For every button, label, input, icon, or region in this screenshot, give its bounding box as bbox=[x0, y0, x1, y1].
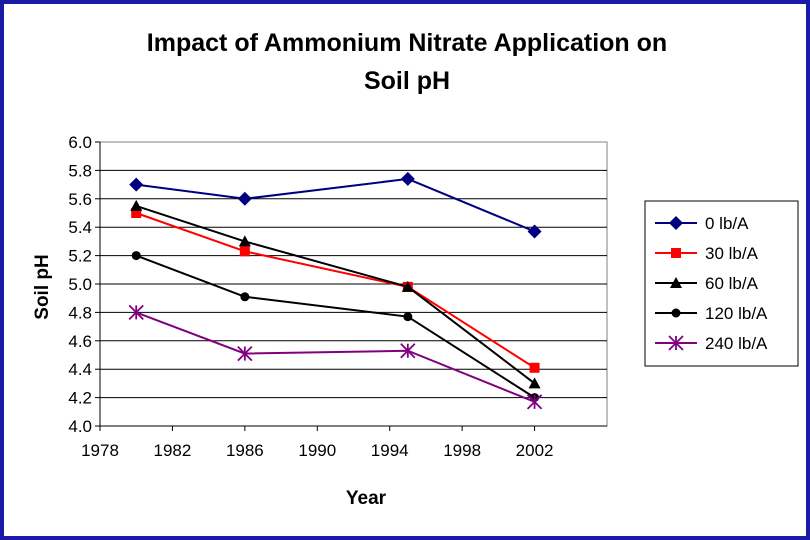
x-tick-label: 1982 bbox=[154, 441, 192, 460]
x-tick-label: 2002 bbox=[516, 441, 554, 460]
legend-label-30-lb-a: 30 lb/A bbox=[705, 244, 759, 263]
legend: 0 lb/A 30 lb/A 60 lb/A 120 lb/A 240 lb/A bbox=[644, 200, 799, 367]
y-tick-label: 6.0 bbox=[68, 133, 92, 152]
data-point-240-lb-a bbox=[400, 343, 416, 359]
x-tick-label: 1994 bbox=[371, 441, 409, 460]
series-line-240-lb-a bbox=[135, 311, 535, 403]
data-point-120-lb-a bbox=[403, 312, 413, 322]
series-line-120-lb-a bbox=[135, 254, 536, 399]
legend-marker-240-lb-a bbox=[668, 335, 684, 351]
legend-label-120-lb-a: 120 lb/A bbox=[705, 304, 768, 323]
series-line-0-lb-a bbox=[136, 177, 535, 233]
y-tick-label: 5.6 bbox=[68, 190, 92, 209]
x-tick-label: 1986 bbox=[226, 441, 264, 460]
data-point-60-lb-a bbox=[401, 280, 414, 292]
x-axis-label: Year bbox=[346, 488, 387, 509]
data-point-30-lb-a bbox=[131, 208, 142, 218]
chart-frame: Impact of Ammonium Nitrate Application o… bbox=[4, 4, 806, 536]
legend-label-240-lb-a: 240 lb/A bbox=[705, 334, 768, 353]
legend-label-0-lb-a: 0 lb/A bbox=[705, 214, 749, 233]
line-chart: Impact of Ammonium Nitrate Application o… bbox=[32, 29, 799, 509]
x-tick-label: 1978 bbox=[81, 441, 119, 460]
y-tick-label: 5.8 bbox=[68, 161, 92, 180]
chart-title-line1: Impact of Ammonium Nitrate Application o… bbox=[147, 29, 667, 57]
data-point-60-lb-a bbox=[528, 377, 541, 389]
y-tick-label: 5.4 bbox=[68, 218, 92, 237]
data-point-240-lb-a bbox=[237, 345, 253, 362]
data-point-60-lb-a bbox=[130, 199, 143, 211]
data-point-120-lb-a bbox=[131, 251, 141, 261]
legend-marker-30-lb-a bbox=[671, 248, 681, 258]
legend-marker-120-lb-a bbox=[671, 308, 681, 318]
y-tick-label: 4.8 bbox=[68, 303, 92, 322]
series-line-30-lb-a bbox=[135, 212, 536, 369]
legend-marker-0-lb-a bbox=[669, 216, 683, 230]
data-point-0-lb-a bbox=[129, 177, 144, 192]
legend-label-60-lb-a: 60 lb/A bbox=[705, 274, 759, 293]
y-tick-label: 5.0 bbox=[68, 275, 92, 294]
data-point-30-lb-a bbox=[239, 246, 250, 257]
y-tick-label: 4.2 bbox=[68, 389, 92, 408]
y-tick-label: 4.4 bbox=[68, 360, 92, 379]
plot-area: 4.0 4.2 4.4 4.6 4.8 5.0 5.2 5.4 5.6 5.8 6.0 1978 198… bbox=[68, 133, 608, 460]
chart-title-line2: Soil pH bbox=[364, 67, 450, 95]
data-point-0-lb-a bbox=[237, 191, 252, 206]
x-tick-label: 1990 bbox=[298, 441, 336, 460]
data-point-240-lb-a bbox=[128, 304, 144, 321]
y-axis-label: Soil pH bbox=[32, 254, 53, 319]
data-point-240-lb-a bbox=[526, 394, 543, 410]
data-point-120-lb-a bbox=[240, 292, 250, 302]
data-point-0-lb-a bbox=[527, 224, 542, 239]
series-line-60-lb-a bbox=[135, 204, 536, 385]
y-tick-label: 4.0 bbox=[68, 417, 92, 436]
data-point-30-lb-a bbox=[529, 362, 540, 373]
x-tick-label: 1998 bbox=[443, 441, 481, 460]
y-tick-label: 5.2 bbox=[68, 247, 92, 266]
y-tick-label: 4.6 bbox=[68, 332, 92, 351]
data-point-0-lb-a bbox=[400, 171, 415, 186]
legend-marker-60-lb-a bbox=[670, 277, 682, 288]
data-point-60-lb-a bbox=[238, 235, 251, 247]
